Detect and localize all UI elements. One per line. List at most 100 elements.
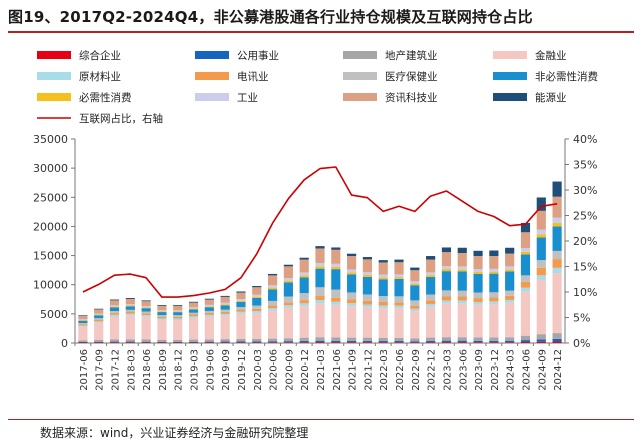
bar-segment-6-2021-03 xyxy=(315,296,325,301)
bar-segment-3-2020-12 xyxy=(299,337,309,341)
bar-segment-7-2024-06 xyxy=(520,275,531,282)
bar-segment-3-2020-03 xyxy=(252,338,262,342)
bar-segment-9-2023-09 xyxy=(473,271,483,274)
bar-segment-1-2019-06 xyxy=(204,342,214,343)
legend-label-4: 金融业 xyxy=(535,49,567,62)
bar-segment-9-2021-12 xyxy=(362,274,373,277)
right-tick-label: 10% xyxy=(573,286,597,299)
x-tick-label: 2019-09 xyxy=(221,349,232,391)
bar-segment-8-2023-03 xyxy=(441,271,452,291)
bar-segment-9-2022-09 xyxy=(410,283,420,286)
bar-segment-3-2020-09 xyxy=(283,338,293,342)
bar-segment-9-2020-06 xyxy=(267,287,278,290)
bar-segment-10-2021-06 xyxy=(331,263,341,267)
legend-label-6: 电讯业 xyxy=(237,70,269,83)
bar-segment-6-2020-12 xyxy=(299,300,309,304)
bar-segment-4-2019-09 xyxy=(220,315,230,340)
x-tick-label: 2018-09 xyxy=(158,349,169,391)
bar-segment-9-2019-12 xyxy=(236,300,246,302)
bar-segment-8-2020-12 xyxy=(299,277,309,294)
bar-segment-12-2019-12 xyxy=(236,291,246,293)
bar-segment-6-2021-12 xyxy=(362,300,373,305)
bar-segment-1-2021-06 xyxy=(331,342,341,343)
x-tick-label: 2017-06 xyxy=(79,349,90,391)
bar-segment-7-2022-09 xyxy=(410,300,420,306)
bar-segment-2-2022-06 xyxy=(394,341,404,343)
bar-segment-6-2020-09 xyxy=(283,302,293,306)
bar-segment-4-2021-06 xyxy=(331,304,341,338)
bar-segment-5-2018-09 xyxy=(157,318,167,320)
x-tick-label: 2018-12 xyxy=(174,349,185,391)
left-tick-label: 35000 xyxy=(33,133,68,146)
bar-segment-2-2024-12 xyxy=(552,338,562,342)
bar-segment-5-2019-06 xyxy=(204,314,214,317)
bar-segment-11-2023-12 xyxy=(489,256,499,269)
bar-segment-12-2024-06 xyxy=(520,222,531,233)
bar-segment-7-2017-06 xyxy=(78,323,88,325)
bar-segment-6-2019-06 xyxy=(204,312,214,315)
bar-segment-7-2020-06 xyxy=(267,300,278,306)
bar-segment-10-2024-09 xyxy=(536,229,546,235)
bar-segment-1-2020-06 xyxy=(267,342,278,343)
bar-segment-11-2022-03 xyxy=(378,262,388,275)
right-tick-label: 0% xyxy=(573,337,590,350)
bar-segment-4-2023-03 xyxy=(441,303,452,338)
bar-segment-2-2023-09 xyxy=(473,340,483,343)
bar-segment-8-2022-09 xyxy=(410,285,420,301)
bar-segment-5-2020-09 xyxy=(283,305,293,308)
bar-segment-9-2024-09 xyxy=(536,234,546,238)
bar-segment-2-2023-06 xyxy=(457,340,467,343)
bar-segment-4-2024-12 xyxy=(552,273,562,334)
bar-segment-12-2018-06 xyxy=(141,300,151,302)
bar-segment-11-2022-12 xyxy=(426,259,436,273)
bar-segment-1-2021-12 xyxy=(362,342,373,343)
bar-segment-6-2023-06 xyxy=(457,296,467,301)
bar-segment-11-2019-03 xyxy=(188,302,199,308)
bar-segment-12-2018-03 xyxy=(125,298,135,299)
bar-segment-1-2024-06 xyxy=(520,341,531,343)
bar-segment-10-2023-03 xyxy=(441,266,452,270)
bar-segment-11-2024-03 xyxy=(505,253,515,267)
bar-segment-11-2021-12 xyxy=(362,259,373,273)
bar-segment-9-2020-03 xyxy=(252,296,262,299)
bar-segment-7-2019-12 xyxy=(236,307,246,310)
internet-share-line xyxy=(82,166,558,298)
x-tick-label: 2024-09 xyxy=(537,349,548,391)
bar-segment-10-2023-06 xyxy=(457,266,467,270)
bar-segment-7-2023-03 xyxy=(441,290,452,297)
legend-swatch-2 xyxy=(195,51,229,59)
bar-segment-5-2020-12 xyxy=(299,303,309,307)
bar-segment-8-2017-12 xyxy=(109,307,120,312)
x-tick-label: 2017-09 xyxy=(95,349,106,391)
bar-segment-5-2022-06 xyxy=(394,305,404,309)
bar-segment-1-2021-03 xyxy=(315,342,325,343)
internet-share-polyline xyxy=(82,166,558,298)
legend-label-10: 工业 xyxy=(237,92,258,104)
bar-segment-5-2023-09 xyxy=(473,301,483,305)
bar-segment-2-2017-12 xyxy=(109,341,120,343)
bar-segment-9-2019-06 xyxy=(204,306,214,308)
bar-segment-3-2023-09 xyxy=(473,337,483,341)
bar-segment-10-2018-09 xyxy=(157,310,167,312)
left-tick-label: 15000 xyxy=(33,250,68,263)
bar-segment-4-2018-06 xyxy=(141,316,151,340)
bar-segment-2-2018-03 xyxy=(125,341,135,343)
bar-segment-9-2024-03 xyxy=(505,269,515,272)
bar-segment-3-2024-06 xyxy=(520,335,531,341)
bar-segment-12-2019-06 xyxy=(204,298,214,300)
bar-segment-10-2021-03 xyxy=(315,263,325,267)
bar-segment-10-2021-12 xyxy=(362,272,373,275)
bar-segment-8-2019-06 xyxy=(204,307,214,311)
bar-segment-3-2019-09 xyxy=(220,339,230,342)
bar-segment-7-2021-12 xyxy=(362,294,373,301)
right-tick-label: 40% xyxy=(573,133,597,146)
bar-segment-9-2024-12 xyxy=(552,222,562,227)
bar-segment-10-2022-06 xyxy=(394,274,404,278)
bar-segment-3-2017-09 xyxy=(94,339,104,342)
bar-segment-10-2021-09 xyxy=(347,269,357,273)
legend-swatch-1 xyxy=(37,51,71,59)
bar-segment-8-2017-09 xyxy=(94,315,104,319)
bar-segment-5-2023-03 xyxy=(441,300,452,304)
bar-segment-6-2024-03 xyxy=(505,295,515,300)
x-tick-label: 2023-03 xyxy=(442,349,453,391)
